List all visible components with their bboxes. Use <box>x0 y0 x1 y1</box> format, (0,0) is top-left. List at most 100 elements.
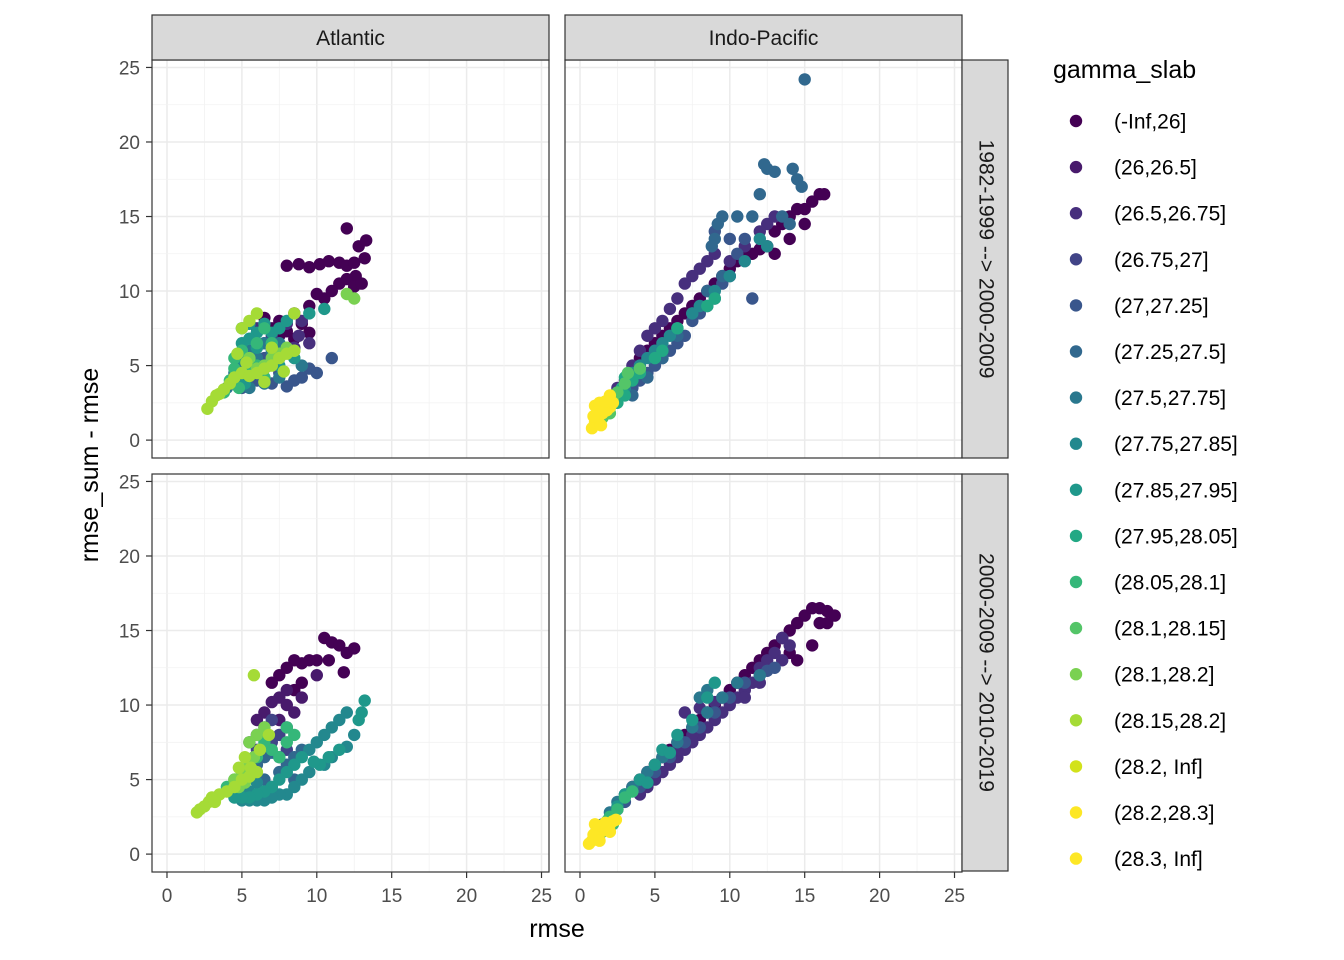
data-point <box>348 642 361 655</box>
data-point <box>295 359 308 372</box>
data-point <box>663 302 677 316</box>
gridlines <box>565 60 962 458</box>
legend-label: (27.5,27.75] <box>1114 387 1226 410</box>
legend-label: (28.1,28.15] <box>1114 618 1226 641</box>
legend-label: (26.5,26.75] <box>1114 203 1226 226</box>
data-point <box>738 255 751 268</box>
data-point <box>325 284 338 298</box>
data-point <box>322 255 335 268</box>
data-point <box>208 795 222 809</box>
legend-item: (26,26.5] <box>1069 157 1197 180</box>
data-point <box>621 366 635 380</box>
panel-background <box>152 474 549 872</box>
y-tick-label: 10 <box>119 696 140 717</box>
data-point <box>231 347 244 360</box>
legend-key <box>1069 668 1083 681</box>
y-axis-title: rmse_sum - rmse <box>76 368 104 562</box>
panel-r2-c2 <box>564 473 963 873</box>
panel-r1-c1 <box>151 59 550 459</box>
data-point <box>783 232 796 246</box>
data-point <box>240 356 253 369</box>
data-point <box>337 666 350 679</box>
data-point <box>776 654 789 667</box>
legend-label: (28.1,28.2] <box>1114 664 1214 687</box>
data-point <box>701 691 714 704</box>
data-point <box>322 654 335 667</box>
legend-label: (28.3, Inf] <box>1114 848 1203 871</box>
data-point <box>190 806 204 819</box>
legend-item: (28.05,28.1] <box>1069 572 1226 595</box>
data-point <box>352 713 365 727</box>
data-point <box>250 307 264 320</box>
x-tick-label: 25 <box>531 886 552 907</box>
data-point <box>277 365 290 378</box>
legend-label: (27.95,28.05] <box>1114 525 1238 548</box>
legend-key <box>1069 621 1083 635</box>
data-point <box>594 419 608 432</box>
data-point <box>333 639 346 652</box>
data-point <box>303 337 316 350</box>
data-point <box>325 351 338 365</box>
data-point <box>768 247 781 260</box>
legend-key <box>1069 345 1083 358</box>
data-point <box>641 329 654 342</box>
data-point <box>288 307 301 320</box>
legend-item: (28.1,28.15] <box>1069 618 1226 641</box>
points <box>582 602 841 850</box>
data-point <box>768 661 781 674</box>
legend-title: gamma_slab <box>1053 56 1196 84</box>
data-point <box>723 269 736 283</box>
data-point <box>280 721 293 734</box>
legend-item: (-Inf,26] <box>1069 111 1186 134</box>
legend-item: (28.2,28.3] <box>1069 802 1214 825</box>
x-tick-label: 0 <box>162 886 173 907</box>
data-point <box>280 380 293 393</box>
data-point <box>786 162 799 175</box>
legend-label: (28.15,28.2] <box>1114 710 1226 733</box>
legend-item: (27.25,27.5] <box>1069 341 1226 364</box>
data-point <box>348 728 361 742</box>
data-point <box>783 624 796 637</box>
data-point <box>310 287 323 301</box>
legend-item: (27,27.25] <box>1069 295 1209 318</box>
legend-label: (26,26.5] <box>1114 157 1197 180</box>
data-point <box>258 322 271 335</box>
legend-item: (27.85,27.95] <box>1069 479 1238 502</box>
data-point <box>686 269 699 283</box>
data-point <box>671 322 684 335</box>
axes-layer: 0 5 10 15 20 25 0 5 10 15 20 25 0 5 10 15 20 25 0 5 10 15 20 25 <box>119 58 965 907</box>
data-point <box>587 410 600 423</box>
legend-item: (28.2, Inf] <box>1069 756 1203 779</box>
data-point <box>295 676 308 689</box>
x-axis-title: rmse <box>529 915 585 943</box>
y-tick-label: 20 <box>119 133 140 154</box>
strip-indo-pacific-bg <box>564 14 963 61</box>
strip-row2-label: 2000-2009 --> 2010-2019 <box>974 553 997 792</box>
legend-key <box>1069 253 1083 266</box>
legend-key <box>1069 852 1083 865</box>
data-point <box>663 746 677 759</box>
data-point <box>348 292 361 305</box>
x-tick-label: 20 <box>869 886 890 907</box>
legend: gamma_slab (-Inf,26] (26,26.5] (26.5,26.75… <box>1053 56 1238 871</box>
data-point <box>358 694 371 707</box>
legend-item: (28.3, Inf] <box>1069 848 1203 871</box>
points <box>190 631 371 819</box>
data-point <box>723 232 736 246</box>
data-point <box>783 639 796 652</box>
legend-key <box>1069 207 1083 220</box>
data-point <box>280 698 293 712</box>
data-point <box>310 366 323 380</box>
data-point <box>303 261 316 274</box>
strip-indo-pacific-label: Indo-Pacific <box>709 27 819 50</box>
data-point <box>746 292 759 305</box>
panel-r2-c1 <box>151 473 550 873</box>
data-point <box>280 736 293 749</box>
data-point <box>258 375 271 389</box>
data-point <box>798 73 811 86</box>
x-tick-label: 25 <box>944 886 965 907</box>
data-point <box>288 344 301 357</box>
data-point <box>798 202 811 216</box>
panel-r1-c2 <box>564 59 963 459</box>
